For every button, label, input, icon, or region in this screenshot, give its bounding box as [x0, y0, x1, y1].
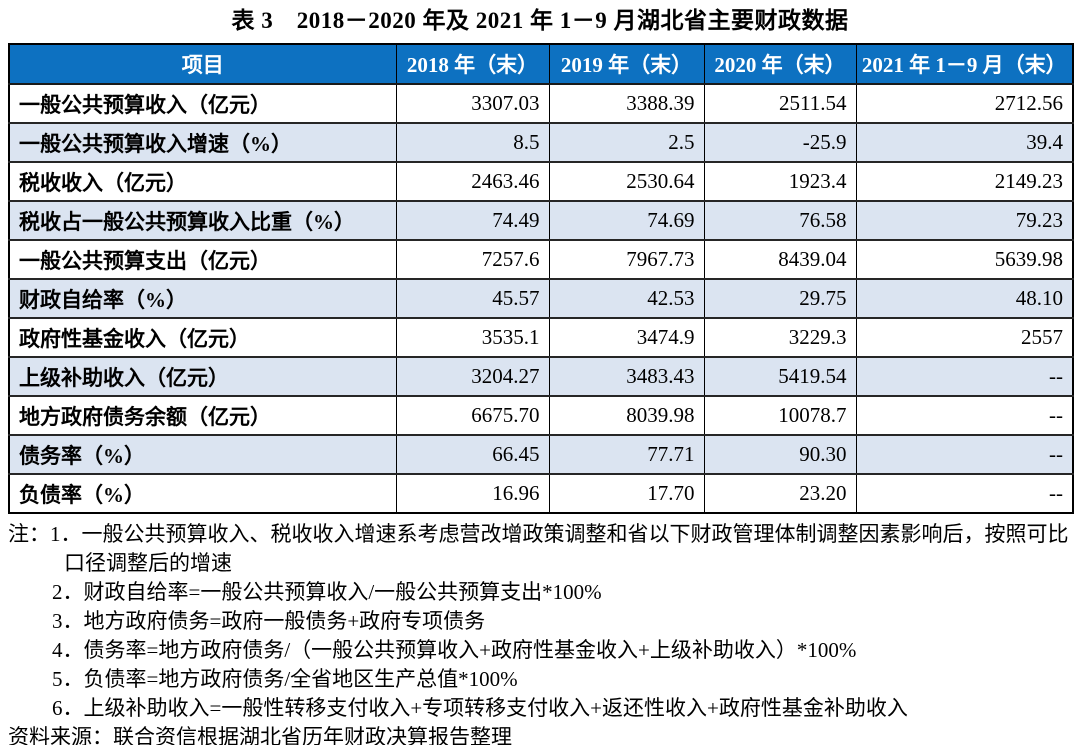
value-cell: 8039.98: [548, 395, 705, 435]
note-line: 3．地方政府债务=政府一般债务+政府专项债务: [52, 609, 486, 633]
table-row: 上级补助收入（亿元） 3204.27 3483.43 5419.54 --: [8, 356, 1074, 396]
source-line: 资料来源：联合资信根据湖北省历年财政决算报告整理: [8, 725, 512, 745]
value-cell: 2463.46: [395, 161, 550, 201]
value-cell: --: [855, 395, 1074, 435]
value-cell: 8.5: [395, 122, 550, 162]
table-row: 一般公共预算支出（亿元） 7257.6 7967.73 8439.04 5639.98: [8, 239, 1074, 279]
header-cell: 2020 年（末）: [703, 43, 857, 85]
value-cell: 2.5: [548, 122, 705, 162]
note-line: 2．财政自给率=一般公共预算收入/一般公共预算支出*100%: [52, 580, 602, 604]
value-cell: 66.45: [395, 434, 550, 474]
value-cell: 74.69: [548, 200, 705, 240]
value-cell: 7967.73: [548, 239, 705, 279]
value-cell: 3535.1: [395, 317, 550, 357]
value-cell: 5639.98: [855, 239, 1074, 279]
finance-data-table: 项目 2018 年（末） 2019 年（末） 2020 年（末） 2021 年 1－9 …: [8, 43, 1074, 514]
row-label-cell: 债务率（%）: [8, 434, 397, 474]
row-label-cell: 税收占一般公共预算收入比重（%）: [8, 200, 397, 240]
value-cell: 2557: [855, 317, 1074, 357]
value-cell: 3483.43: [548, 356, 705, 396]
value-cell: 2511.54: [703, 83, 857, 123]
value-cell: 3307.03: [395, 83, 550, 123]
note-line: 4．债务率=地方政府债务/（一般公共预算收入+政府性基金收入+上级补助收入）*1…: [52, 638, 857, 662]
header-cell: 项目: [8, 43, 397, 85]
table-row: 税收收入（亿元） 2463.46 2530.64 1923.4 2149.23: [8, 161, 1074, 201]
value-cell: --: [855, 434, 1074, 474]
table-row: 一般公共预算收入增速（%） 8.5 2.5 -25.9 39.4: [8, 122, 1074, 162]
value-cell: 3474.9: [548, 317, 705, 357]
value-cell: --: [855, 473, 1074, 513]
value-cell: 2712.56: [855, 83, 1074, 123]
value-cell: 79.23: [855, 200, 1074, 240]
value-cell: -25.9: [703, 122, 857, 162]
value-cell: 2530.64: [548, 161, 705, 201]
note-text: 1．一般公共预算收入、税收收入增速系考虑营改增政策调整和省以下财政管理体制调整因…: [50, 522, 1069, 575]
table-row: 一般公共预算收入（亿元） 3307.03 3388.39 2511.54 2712.56: [8, 83, 1074, 123]
value-cell: 6675.70: [395, 395, 550, 435]
header-cell: 2021 年 1－9 月（末）: [855, 43, 1074, 85]
table-row: 政府性基金收入（亿元） 3535.1 3474.9 3229.3 2557: [8, 317, 1074, 357]
value-cell: 3388.39: [548, 83, 705, 123]
value-cell: 17.70: [548, 473, 705, 513]
row-label-cell: 上级补助收入（亿元）: [8, 356, 397, 396]
table-row: 地方政府债务余额（亿元） 6675.70 8039.98 10078.7 --: [8, 395, 1074, 435]
value-cell: 48.10: [855, 278, 1074, 318]
value-cell: 5419.54: [703, 356, 857, 396]
table-title: 表 3 2018－2020 年及 2021 年 1－9 月湖北省主要财政数据: [231, 8, 849, 33]
table-row: 财政自给率（%） 45.57 42.53 29.75 48.10: [8, 278, 1074, 318]
value-cell: 2149.23: [855, 161, 1074, 201]
value-cell: 3204.27: [395, 356, 550, 396]
value-cell: 29.75: [703, 278, 857, 318]
value-cell: 3229.3: [703, 317, 857, 357]
value-cell: 10078.7: [703, 395, 857, 435]
table-row: 税收占一般公共预算收入比重（%） 74.49 74.69 76.58 79.23: [8, 200, 1074, 240]
value-cell: 45.57: [395, 278, 550, 318]
value-cell: 8439.04: [703, 239, 857, 279]
row-label-cell: 税收收入（亿元）: [8, 161, 397, 201]
row-label-cell: 一般公共预算收入增速（%）: [8, 122, 397, 162]
notes-prefix: 注：: [8, 522, 50, 546]
value-cell: 90.30: [703, 434, 857, 474]
row-label-cell: 一般公共预算支出（亿元）: [8, 239, 397, 279]
note-line: 5．负债率=地方政府债务/全省地区生产总值*100%: [52, 667, 518, 691]
value-cell: 74.49: [395, 200, 550, 240]
value-cell: 77.71: [548, 434, 705, 474]
header-cell: 2018 年（末）: [395, 43, 550, 85]
note-line: 6．上级补助收入=一般性转移支付收入+专项转移支付收入+返还性收入+政府性基金补…: [52, 696, 908, 720]
table-header-row: 项目 2018 年（末） 2019 年（末） 2020 年（末） 2021 年 1－9 …: [8, 43, 1074, 85]
row-label-cell: 一般公共预算收入（亿元）: [8, 83, 397, 123]
row-label-cell: 地方政府债务余额（亿元）: [8, 395, 397, 435]
table-row: 债务率（%） 66.45 77.71 90.30 --: [8, 434, 1074, 474]
header-cell: 2019 年（末）: [548, 43, 705, 85]
value-cell: 7257.6: [395, 239, 550, 279]
row-label-cell: 政府性基金收入（亿元）: [8, 317, 397, 357]
note-line: 注：1．一般公共预算收入、税收收入增速系考虑营改增政策调整和省以下财政管理体制调…: [8, 520, 1072, 578]
row-label-cell: 负债率（%）: [8, 473, 397, 513]
value-cell: 42.53: [548, 278, 705, 318]
value-cell: 76.58: [703, 200, 857, 240]
value-cell: 1923.4: [703, 161, 857, 201]
value-cell: 16.96: [395, 473, 550, 513]
value-cell: 23.20: [703, 473, 857, 513]
table-row: 负债率（%） 16.96 17.70 23.20 --: [8, 473, 1074, 513]
value-cell: 39.4: [855, 122, 1074, 162]
row-label-cell: 财政自给率（%）: [8, 278, 397, 318]
value-cell: --: [855, 356, 1074, 396]
notes-block: 注：1．一般公共预算收入、税收收入增速系考虑营改增政策调整和省以下财政管理体制调…: [8, 520, 1072, 723]
